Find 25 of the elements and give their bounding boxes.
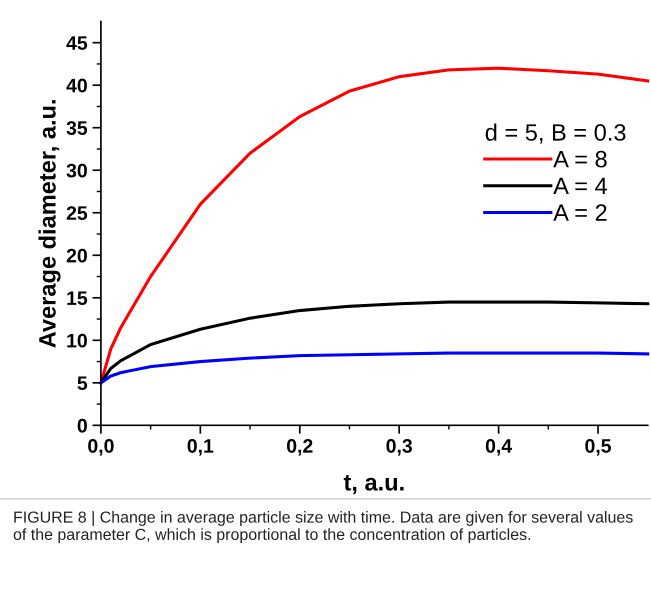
y-tick-label: 25	[66, 206, 88, 220]
line-series	[99, 352, 650, 384]
line-series	[99, 66, 650, 384]
caption: FIGURE 8 | Change in average particle size with time. Data are given for several values of the parameter C, which is proportional to the concentration of particles.	[14, 511, 633, 544]
legend-label: A = 4	[553, 178, 607, 194]
y-tick-label: 0	[78, 418, 87, 433]
y-tick-label: 30	[66, 164, 87, 178]
legend-label: A = 2	[553, 204, 607, 221]
x-tick-label: 0,2	[287, 439, 312, 456]
x-tick-label: 0,5	[585, 439, 612, 456]
y-tick-label: 10	[67, 334, 87, 348]
legend-title: d = 5, B = 0.3	[486, 123, 626, 144]
x-axis-title: t, a.u.	[344, 475, 404, 494]
x-tick-label: 0,3	[386, 439, 412, 456]
y-tick-label: 5	[77, 376, 88, 390]
y-tick-label: 20	[66, 248, 87, 263]
y-axis-title: Average diameter, a.u.	[38, 100, 61, 348]
y-tick-label: 35	[66, 121, 88, 135]
x-tick-label: 0,1	[188, 439, 214, 456]
y-tick-label: 45	[66, 36, 88, 50]
x-tick-label: 0,0	[88, 439, 114, 456]
legend-label: A = 8	[553, 150, 607, 168]
y-tick-label: 15	[67, 291, 88, 306]
x-tick-label: 0,4	[486, 439, 512, 456]
y-tick-label: 40	[66, 78, 87, 92]
